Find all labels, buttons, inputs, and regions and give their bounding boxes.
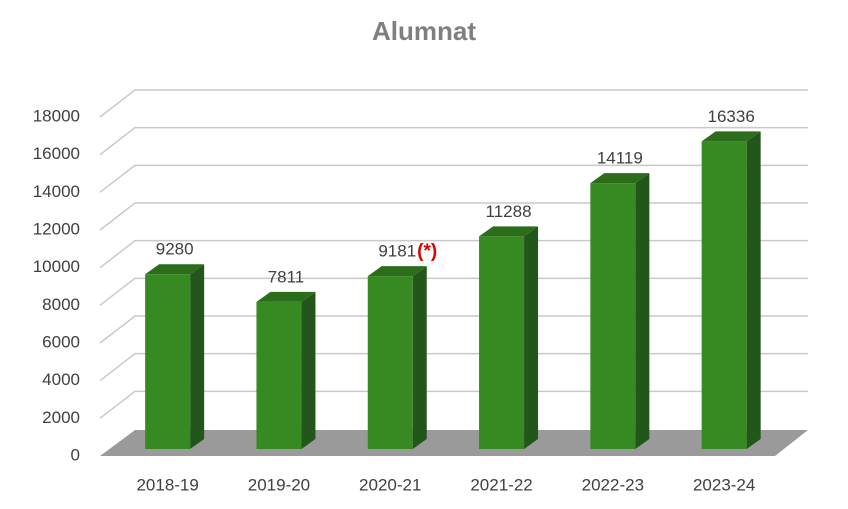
bar-side <box>635 173 650 449</box>
bar-top <box>145 264 205 275</box>
grid-line <box>99 315 808 344</box>
bar-top <box>479 226 539 237</box>
value-label: 9181 <box>378 242 416 261</box>
chart-title: Alumnat <box>372 16 476 46</box>
bar-top <box>590 173 650 184</box>
grid-line <box>99 239 808 269</box>
grid-line <box>99 164 808 193</box>
bar-side <box>412 266 427 449</box>
y-tick-label: 14000 <box>33 182 80 201</box>
y-tick-label: 8000 <box>42 295 80 314</box>
bar-side <box>746 131 761 449</box>
value-label: 11288 <box>486 202 532 221</box>
grid-line <box>99 126 808 156</box>
x-tick-label: 2020-21 <box>359 475 421 494</box>
y-tick-label: 16000 <box>33 144 80 163</box>
bar <box>367 276 413 449</box>
y-tick-label: 6000 <box>42 332 80 351</box>
value-label: 9280 <box>156 240 194 259</box>
x-tick-label: 2019-20 <box>248 475 310 494</box>
bar <box>701 141 747 449</box>
y-tick-label: 18000 <box>33 106 80 125</box>
x-tick-label: 2023-24 <box>693 475 755 494</box>
bar-side <box>190 264 205 449</box>
x-tick-label: 2021-22 <box>470 475 532 494</box>
grid-line <box>99 277 808 306</box>
bar <box>256 301 302 449</box>
bar-top <box>701 131 761 142</box>
x-tick-label: 2022-23 <box>582 475 644 494</box>
bar-top <box>256 291 316 302</box>
y-tick-label: 10000 <box>33 257 80 276</box>
grid-line <box>99 390 808 419</box>
value-label: 7811 <box>268 267 305 286</box>
bar <box>590 183 636 449</box>
bar <box>479 236 525 449</box>
grid-line <box>99 202 808 231</box>
y-tick-label: 2000 <box>42 408 80 427</box>
annotation: (*) <box>417 241 437 262</box>
grid-line <box>99 89 808 118</box>
bar-top <box>367 266 427 277</box>
x-tick-label: 2018-19 <box>136 475 198 494</box>
y-tick-label: 0 <box>71 445 80 464</box>
grid-line <box>99 352 808 382</box>
bar <box>145 274 191 449</box>
value-label: 14119 <box>597 149 643 168</box>
y-tick-label: 4000 <box>42 370 80 389</box>
y-tick-label: 12000 <box>33 219 80 238</box>
bar-side <box>301 291 316 449</box>
value-label: 16336 <box>708 107 755 126</box>
bar-side <box>524 226 539 449</box>
